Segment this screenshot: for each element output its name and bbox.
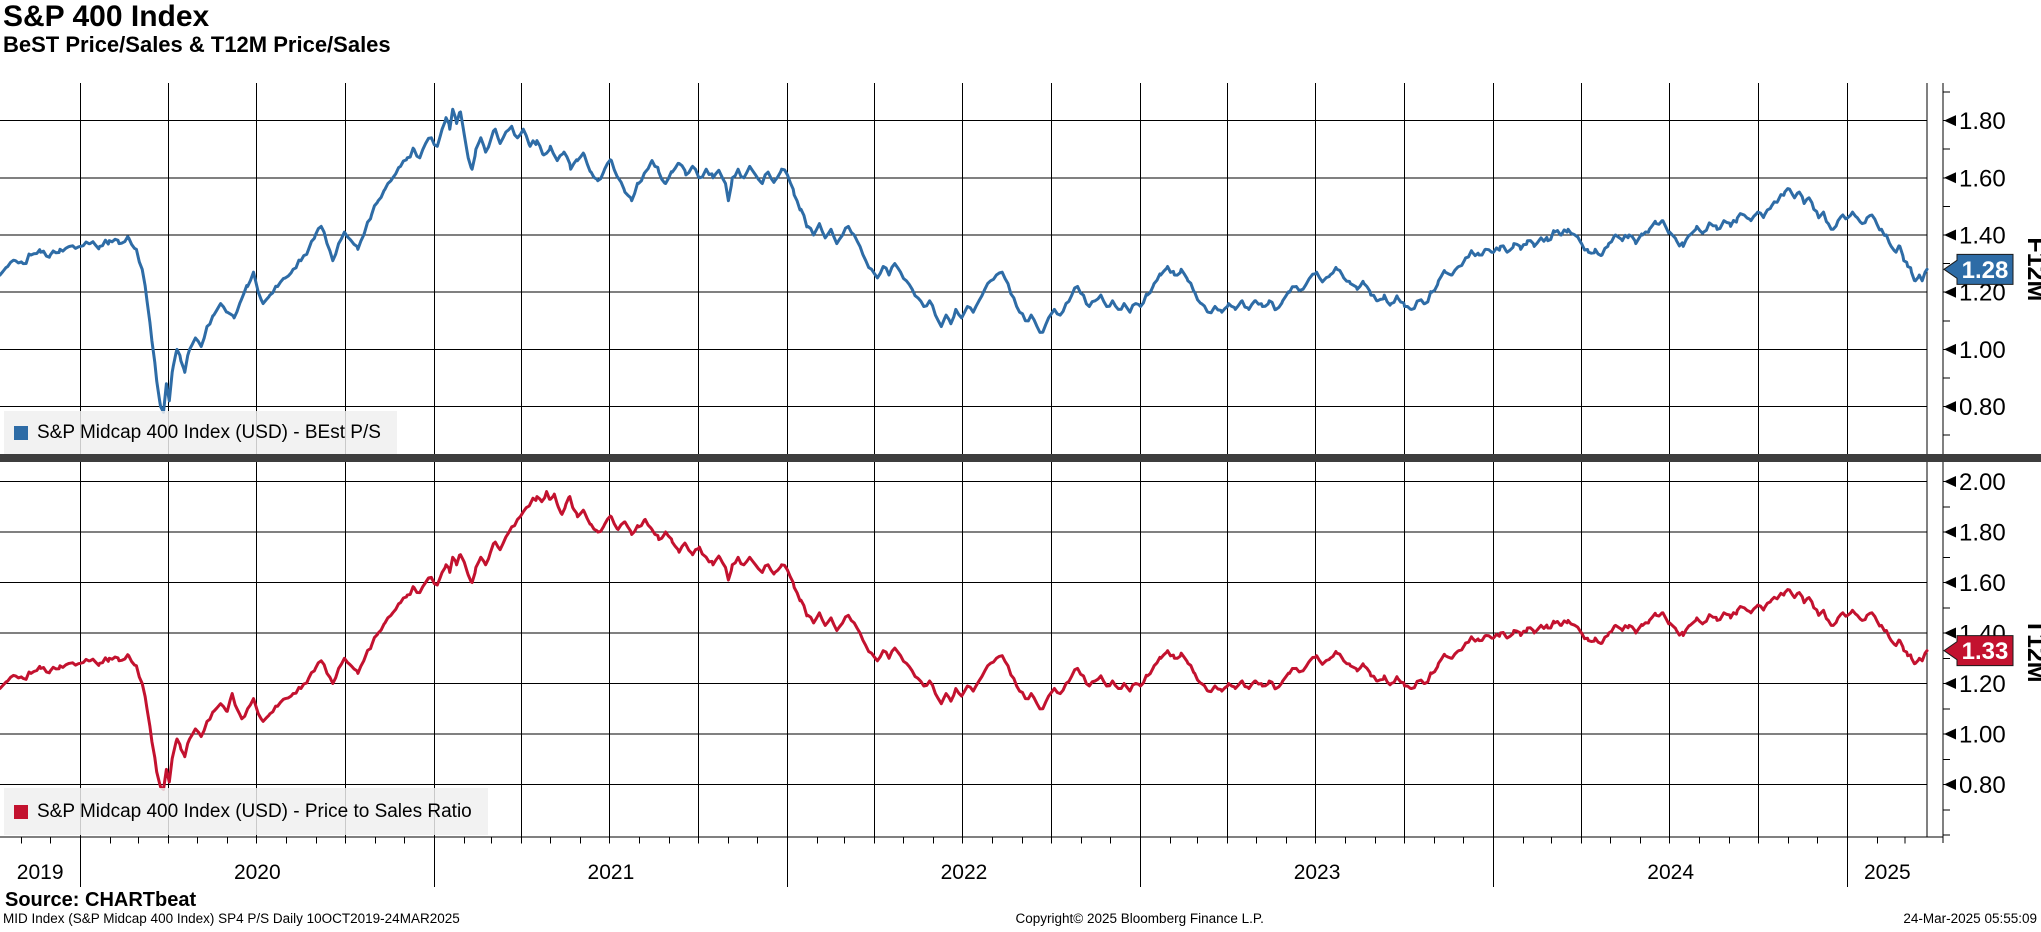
svg-text:2021: 2021 (588, 861, 635, 884)
legend-label: S&P Midcap 400 Index (USD) - Price to Sa… (37, 800, 472, 822)
footer-security-info: MID Index (S&P Midcap 400 Index) SP4 P/S… (3, 911, 460, 926)
page-subtitle: BeST Price/Sales & T12M Price/Sales (3, 32, 391, 57)
svg-text:2022: 2022 (941, 861, 988, 884)
svg-text:2020: 2020 (234, 861, 281, 884)
page-title: S&P 400 Index (3, 0, 210, 33)
svg-text:F12M: F12M (2022, 237, 2041, 301)
legend-price-to-sales: S&P Midcap 400 Index (USD) - Price to Sa… (4, 788, 488, 835)
legend-marker-blue-icon (14, 425, 28, 440)
svg-text:1.00: 1.00 (1959, 337, 2006, 364)
svg-text:2025: 2025 (1864, 861, 1911, 884)
svg-text:1.60: 1.60 (1959, 165, 2006, 192)
svg-text:1.33: 1.33 (1962, 638, 2009, 665)
source-line: Source: CHARTbeat (5, 889, 197, 911)
svg-text:2.00: 2.00 (1959, 469, 2006, 496)
legend-marker-red-icon (14, 804, 28, 819)
svg-text:0.80: 0.80 (1959, 394, 2006, 421)
footer-timestamp: 24-Mar-2025 05:55:09 (1903, 911, 2037, 926)
svg-text:0.80: 0.80 (1959, 772, 2006, 799)
svg-text:1.20: 1.20 (1959, 671, 2006, 698)
svg-text:1.60: 1.60 (1959, 570, 2006, 597)
svg-text:2019: 2019 (17, 861, 64, 884)
legend-label: S&P Midcap 400 Index (USD) - BEst P/S (37, 421, 381, 443)
svg-text:1.80: 1.80 (1959, 520, 2006, 547)
svg-text:2023: 2023 (1294, 861, 1341, 884)
svg-text:1.80: 1.80 (1959, 108, 2006, 135)
svg-text:T12M: T12M (2022, 619, 2041, 683)
svg-text:2024: 2024 (1647, 861, 1694, 884)
svg-text:1.28: 1.28 (1962, 257, 2009, 284)
svg-text:1.00: 1.00 (1959, 722, 2006, 749)
footer-copyright: Copyright© 2025 Bloomberg Finance L.P. (1015, 911, 1264, 926)
svg-text:1.40: 1.40 (1959, 223, 2006, 250)
legend-best-ps: S&P Midcap 400 Index (USD) - BEst P/S (4, 411, 397, 454)
